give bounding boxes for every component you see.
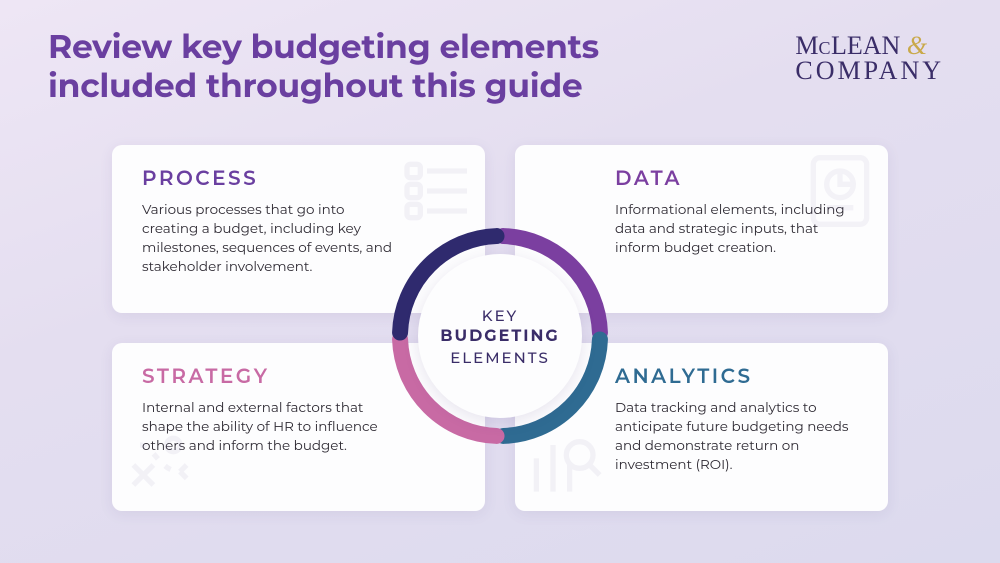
analytics-body: Data tracking and analytics to anticipat… bbox=[615, 399, 858, 476]
center-line2: BUDGETING bbox=[440, 327, 560, 346]
pie-doc-icon bbox=[800, 151, 880, 231]
list-icon bbox=[397, 151, 477, 231]
page-title: Review key budgeting elements included t… bbox=[48, 28, 668, 106]
budgeting-ring: KEY BUDGETING ELEMENTS bbox=[386, 222, 614, 450]
logo-line2: COMPANY bbox=[795, 59, 944, 84]
brand-logo: McLEAN & COMPANY bbox=[795, 28, 944, 83]
center-line1: KEY bbox=[482, 306, 518, 325]
process-body: Various processes that go into creating … bbox=[142, 201, 392, 278]
center-line3: ELEMENTS bbox=[450, 348, 550, 367]
play-path-icon bbox=[120, 425, 200, 505]
analytics-title: ANALYTICS bbox=[615, 365, 858, 389]
center-label: KEY BUDGETING ELEMENTS bbox=[418, 254, 582, 418]
